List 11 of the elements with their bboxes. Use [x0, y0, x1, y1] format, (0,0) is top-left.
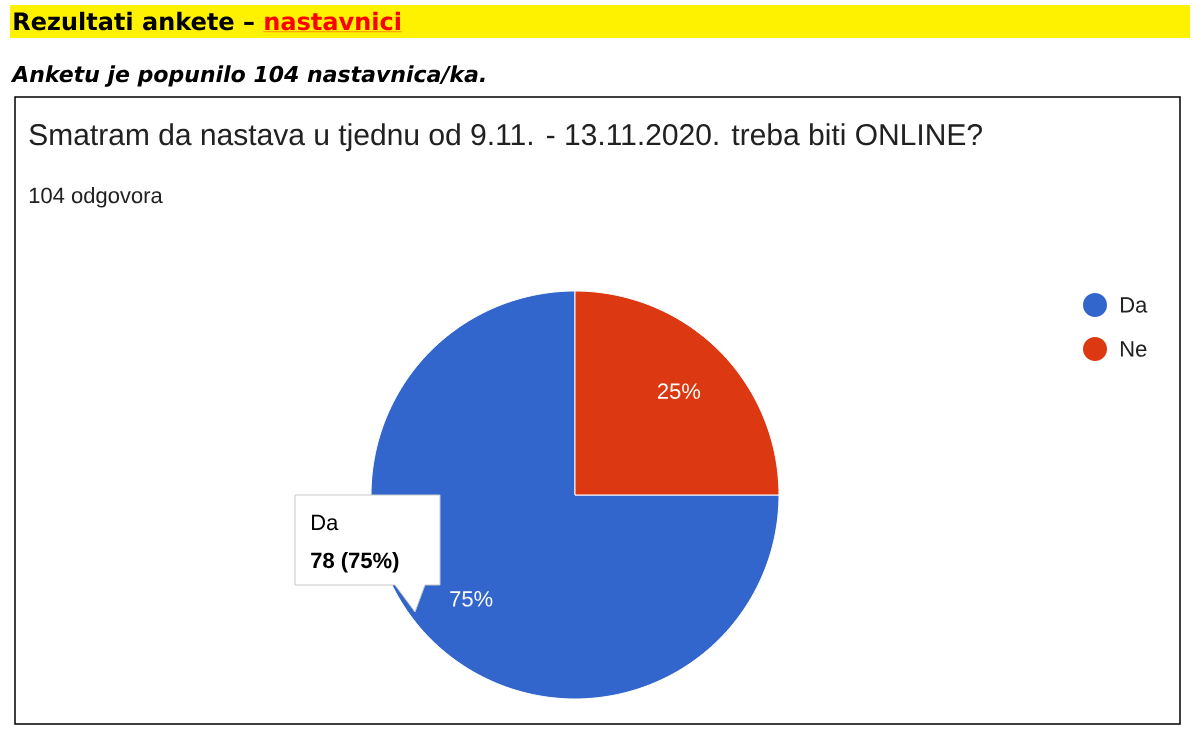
- text: 104 odgovora: [29, 187, 163, 208]
- text: 78 (75%): [311, 552, 399, 573]
- legend-label: Da: [1121, 297, 1148, 313]
- chart-title: Smatram da nastava u tjednu od 9.11. - 13.11.2020. treba biti ONLINE?: [29, 123, 982, 152]
- text: Anketu je popunilo 104 nastavnica/ka.: [10, 65, 485, 87]
- legend-label: Ne: [1121, 341, 1147, 357]
- text: Da: [312, 514, 339, 531]
- data-label: 75%: [450, 591, 493, 607]
- text: Rezultati ankete –: [14, 11, 254, 31]
- data-label: 25%: [657, 383, 701, 399]
- text: nastavnici: [265, 11, 400, 31]
